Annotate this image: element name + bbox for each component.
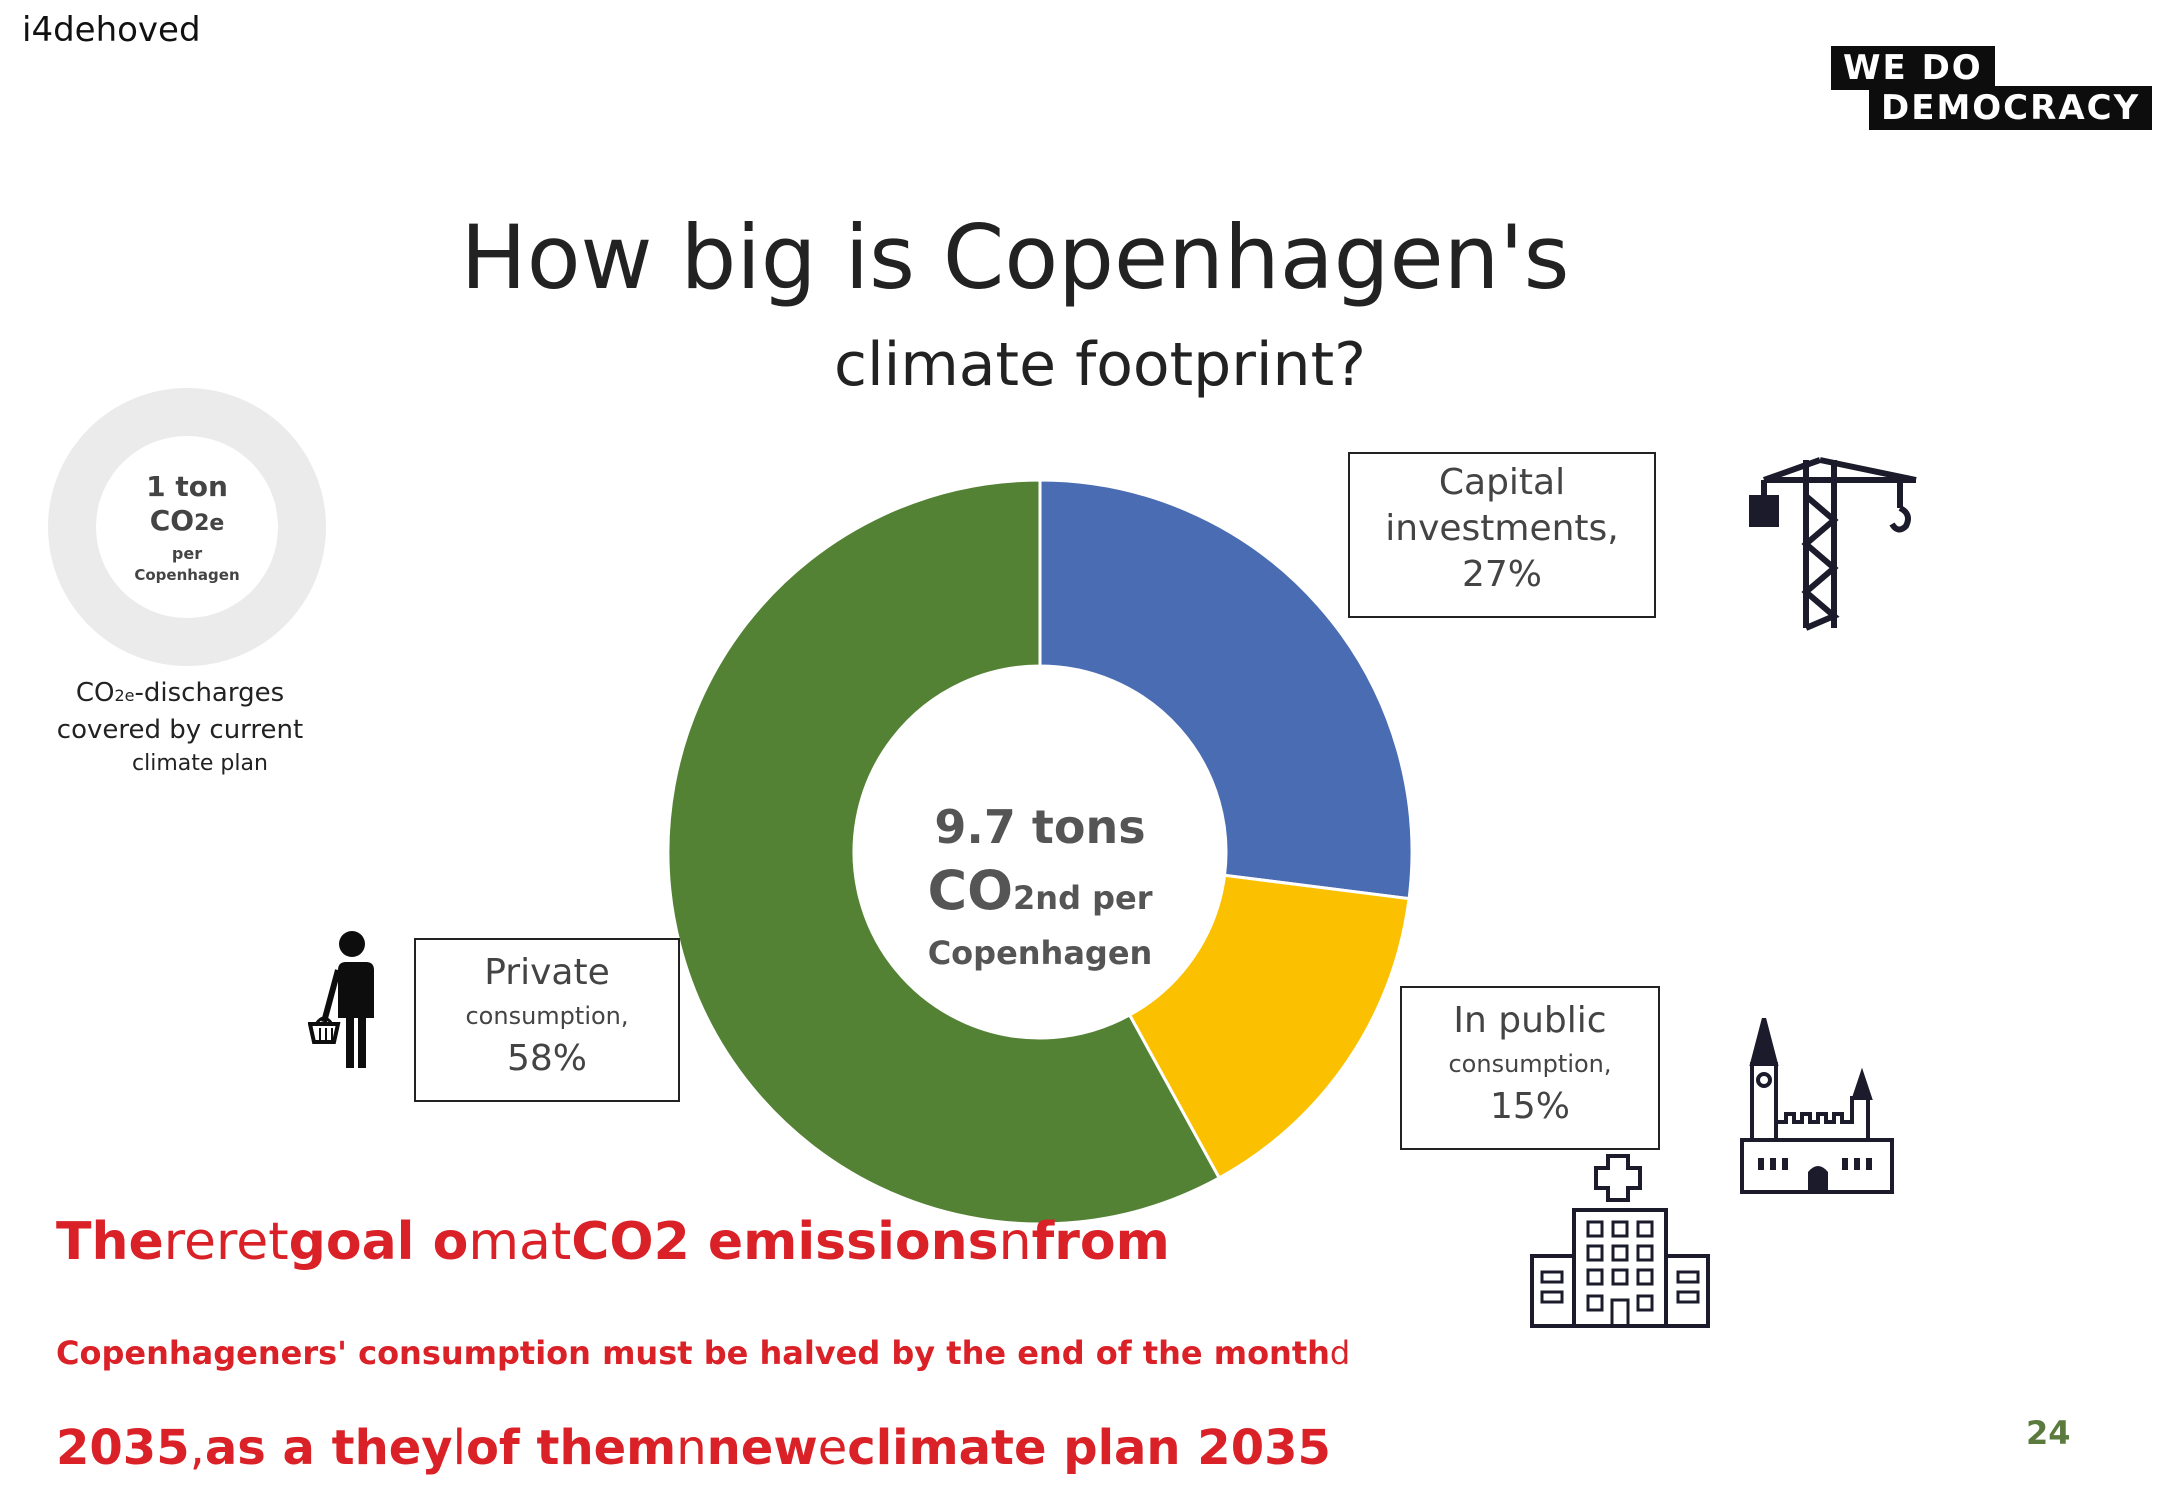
caption-line-1: CO2e-discharges bbox=[30, 676, 330, 713]
label-box-capital: Capital investments, 27% bbox=[1348, 452, 1656, 618]
public-label-line-2: consumption, bbox=[1448, 1050, 1612, 1078]
footer-text-segment: e bbox=[817, 1420, 848, 1476]
center-line-3: Copenhagen bbox=[927, 934, 1153, 972]
small-ring-line-2: CO2e bbox=[96, 504, 278, 537]
footer-text-segment: , bbox=[189, 1420, 205, 1476]
small-ring-co: CO bbox=[149, 504, 195, 537]
footer-text-segment: 2035 bbox=[56, 1420, 190, 1476]
center-line-2: CO2nd per bbox=[850, 858, 1230, 931]
small-ring-chart: 1 ton CO2e per Copenhagen bbox=[48, 388, 326, 666]
we-do-democracy-logo: WE DO DEMOCRACY bbox=[1831, 46, 2153, 134]
label-box-public: In public consumption, 15% bbox=[1400, 986, 1660, 1150]
small-ring-line-4: Copenhagen bbox=[134, 566, 240, 584]
caption-co: CO bbox=[75, 678, 115, 708]
header-label: i4dehoved bbox=[22, 10, 201, 50]
donut-slice-capital-investments bbox=[1038, 478, 1414, 901]
footer-red-line-3: 2035,as a theylof themnneweclimate plan … bbox=[56, 1420, 1331, 1476]
footer-text-segment: from bbox=[1031, 1212, 1170, 1272]
footer-text-segment: CO2 emissions bbox=[571, 1212, 999, 1272]
footer-text-segment: l bbox=[452, 1420, 466, 1476]
footer-red-line-2: Copenhageners' consumption must be halve… bbox=[56, 1334, 1350, 1372]
footer-text-segment: mat bbox=[468, 1212, 572, 1272]
page-title: How big is Copenhagen's bbox=[460, 206, 1570, 309]
caption-sub: 2e bbox=[114, 686, 135, 705]
footer-text-segment: Copenhageners' consumption must be halve… bbox=[56, 1334, 1330, 1372]
footer-text-segment: climate plan 2035 bbox=[847, 1420, 1331, 1476]
footer-text-segment: The bbox=[56, 1212, 164, 1272]
footer-text-segment: of them bbox=[465, 1420, 677, 1476]
small-ring-line-3: per bbox=[171, 544, 203, 563]
footer-text-segment: new bbox=[706, 1420, 818, 1476]
caption-rest: -discharges bbox=[134, 678, 285, 708]
private-label-value: 58% bbox=[506, 1038, 587, 1079]
private-label-line-1: Private bbox=[484, 952, 610, 993]
logo-line-2: DEMOCRACY bbox=[1869, 86, 2153, 130]
capital-label-value: 27% bbox=[1461, 554, 1542, 595]
footer-text-segment: n bbox=[676, 1420, 707, 1476]
footer-text-segment: goal o bbox=[288, 1212, 469, 1272]
page-number: 24 bbox=[2026, 1414, 2071, 1452]
donut-center-label: 9.7 tons CO2nd per Copenhagen bbox=[850, 796, 1230, 975]
page-subtitle: climate footprint? bbox=[834, 330, 1366, 400]
small-ring-caption: CO2e-discharges covered by current clima… bbox=[30, 676, 330, 781]
footer-text-segment: n bbox=[998, 1212, 1032, 1272]
logo-line-1: WE DO bbox=[1831, 46, 1995, 90]
public-label-value: 15% bbox=[1489, 1086, 1570, 1127]
caption-line-3: climate plan bbox=[132, 751, 268, 776]
small-ring-center: 1 ton CO2e per Copenhagen bbox=[96, 436, 278, 618]
church-icon bbox=[1738, 1018, 1896, 1194]
hospital-icon bbox=[1530, 1152, 1710, 1328]
capital-label-line-1: Capital bbox=[1438, 462, 1566, 503]
donut-slices bbox=[666, 478, 1414, 1226]
shopper-icon bbox=[308, 930, 388, 1076]
public-label-line-1: In public bbox=[1453, 1000, 1607, 1041]
footer-red-line-1: Thereretgoal omatCO2 emissionsnfrom bbox=[56, 1212, 1170, 1272]
small-ring-line-1: 1 ton bbox=[146, 470, 228, 503]
center-unit: 2nd per bbox=[1013, 879, 1153, 917]
footer-text-segment: d bbox=[1329, 1334, 1351, 1372]
footer-text-segment: reret bbox=[163, 1212, 289, 1272]
donut-slice-in-public-consumption bbox=[1127, 873, 1411, 1181]
capital-label-line-2: investments, bbox=[1385, 508, 1619, 549]
center-line-1: 9.7 tons bbox=[934, 800, 1146, 854]
label-box-private: Private consumption, 58% bbox=[414, 938, 680, 1102]
private-label-line-2: consumption, bbox=[465, 1002, 629, 1030]
small-ring-sub: 2e bbox=[194, 511, 225, 536]
donut-slice-private-consumption bbox=[666, 478, 1222, 1226]
footer-text-segment: as a they bbox=[204, 1420, 453, 1476]
caption-line-2: covered by current bbox=[56, 715, 304, 745]
center-co: CO bbox=[927, 859, 1014, 922]
crane-icon bbox=[1744, 456, 1924, 636]
